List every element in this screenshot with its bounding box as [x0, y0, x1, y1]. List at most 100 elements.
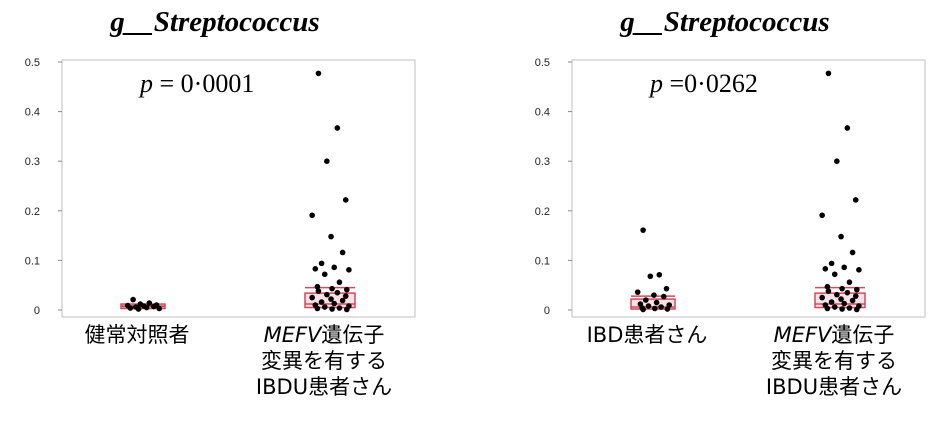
- data-point: [846, 279, 853, 286]
- data-point: [663, 285, 670, 292]
- data-point: [328, 296, 334, 302]
- x-category-label: MEFV遺伝子 変異を有する IBDU患者さん: [734, 322, 934, 400]
- data-point: [828, 260, 835, 267]
- x-category-label-line: MEFV遺伝子: [773, 323, 895, 347]
- chart-panel-left: g__Streptococcus 0 0.1 0.2 0.3 0.4 0.5 p = 0·0…: [0, 0, 430, 421]
- data-point: [331, 300, 338, 307]
- data-point: [634, 289, 641, 295]
- data-point: [346, 267, 352, 273]
- data-point: [664, 306, 671, 312]
- data-point: [643, 297, 649, 303]
- data-point: [318, 299, 325, 305]
- x-category-label-line: 変異を有する: [771, 349, 897, 373]
- data-point: [143, 304, 150, 311]
- data-point: [647, 273, 654, 280]
- data-point: [852, 197, 859, 203]
- y-tick-label: 0.5: [535, 57, 550, 69]
- data-point: [315, 288, 322, 294]
- data-point: [661, 293, 667, 300]
- data-point: [854, 306, 860, 313]
- data-point: [146, 300, 153, 306]
- data-point: [819, 294, 825, 301]
- data-point: [336, 279, 343, 286]
- data-point: [156, 305, 162, 312]
- chart-title: g__Streptococcus: [110, 6, 320, 38]
- data-point: [339, 249, 346, 256]
- data-point: [824, 305, 831, 312]
- data-point: [839, 306, 845, 312]
- x-category-label-line: 健常対照者: [84, 323, 190, 347]
- data-point: [640, 306, 646, 313]
- data-point: [344, 306, 350, 313]
- y-tick-label: 0.2: [535, 206, 550, 218]
- data-point: [324, 291, 330, 298]
- data-point: [324, 158, 330, 164]
- data-point: [856, 267, 862, 273]
- data-point: [656, 271, 663, 278]
- data-point: [321, 271, 328, 278]
- data-point: [824, 283, 831, 290]
- data-point: [339, 297, 346, 304]
- data-point: [844, 125, 851, 131]
- data-point: [653, 299, 660, 306]
- y-tick-label: 0: [544, 305, 550, 317]
- data-point: [852, 293, 859, 299]
- data-point: [312, 266, 319, 272]
- y-tick-label: 0.1: [535, 255, 550, 267]
- data-point: [329, 285, 335, 292]
- y-tick-label: 0.2: [25, 206, 40, 218]
- p-symbol: p: [648, 69, 663, 98]
- chart-panel-right: g__Streptococcus 0 0.1 0.2 0.3 0.4 0.5 p =0·02…: [510, 0, 940, 421]
- data-point: [315, 70, 322, 77]
- y-tick-label: 0: [34, 305, 40, 317]
- data-point: [645, 303, 652, 309]
- y-tick-label: 0.3: [535, 156, 550, 168]
- data-point: [151, 303, 157, 310]
- data-point: [651, 292, 657, 298]
- x-category-label: MEFV遺伝子 変異を有する IBDU患者さん: [224, 322, 424, 400]
- plot-frame: [571, 59, 926, 318]
- x-category-label-line: 変異を有する: [261, 349, 387, 373]
- p-value-annotation: p = 0·0001: [138, 69, 254, 98]
- data-point: [652, 305, 658, 312]
- data-point: [127, 305, 134, 311]
- data-point: [854, 286, 860, 293]
- p-symbol: p: [138, 69, 153, 98]
- data-point: [841, 264, 847, 271]
- data-point: [328, 233, 334, 240]
- data-point: [839, 285, 845, 292]
- y-tick-label: 0.3: [25, 156, 40, 168]
- gene-name: MEFV: [773, 323, 832, 347]
- data-point: [831, 271, 838, 278]
- chart-plot: 0 0.1 0.2 0.3 0.4 0.5 p = 0·0001: [25, 57, 416, 318]
- chart-title: g__Streptococcus: [620, 6, 830, 38]
- data-point: [838, 233, 844, 240]
- data-point: [336, 305, 343, 311]
- x-category-label-line: IBDU患者さん: [765, 375, 903, 399]
- chart-plot: 0 0.1 0.2 0.3 0.4 0.5 p =0·0262: [535, 57, 926, 318]
- data-point: [841, 300, 847, 307]
- data-point: [838, 296, 844, 302]
- data-point: [135, 306, 142, 312]
- data-point: [825, 288, 832, 294]
- data-point: [844, 289, 851, 296]
- data-point: [314, 305, 321, 312]
- x-category-label-line: IBD患者さん: [586, 323, 708, 347]
- data-point: [834, 158, 840, 164]
- y-tick-label: 0.1: [25, 255, 40, 267]
- data-point: [309, 212, 315, 219]
- data-point: [334, 289, 341, 296]
- data-point: [640, 227, 646, 233]
- data-point: [342, 197, 349, 203]
- p-value-text: =0·0262: [663, 69, 758, 98]
- data-point: [309, 294, 315, 301]
- y-tick-label: 0.4: [25, 107, 40, 119]
- p-value-text: = 0·0001: [153, 69, 254, 98]
- data-point: [819, 212, 825, 219]
- data-point: [849, 297, 856, 304]
- y-tick-label: 0.4: [535, 107, 550, 119]
- x-category-label: IBD患者さん: [572, 322, 722, 348]
- data-point: [130, 296, 136, 303]
- x-category-label-line: MEFV遺伝子: [263, 323, 385, 347]
- data-point: [342, 293, 349, 299]
